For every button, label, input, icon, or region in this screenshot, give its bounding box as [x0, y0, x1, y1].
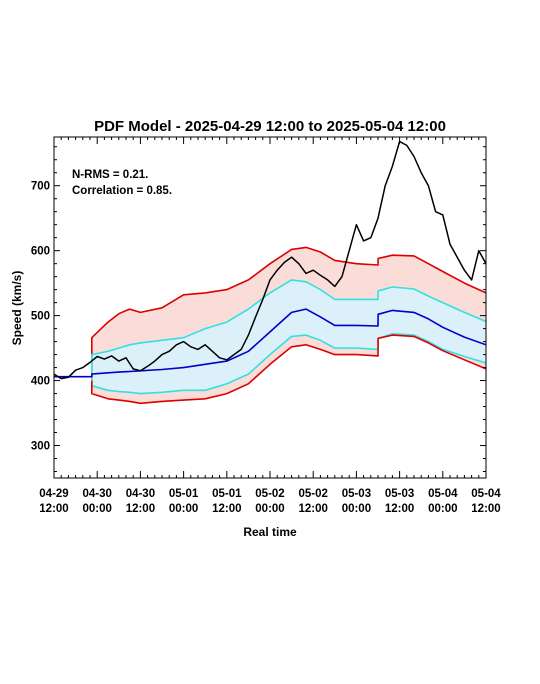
x-tick-label-time: 00:00 — [169, 503, 198, 515]
x-tick-label-time: 00:00 — [428, 503, 457, 515]
observed-line — [54, 140, 486, 380]
y-tick-label: 400 — [31, 376, 50, 388]
x-tick-label-time: 12:00 — [126, 503, 155, 515]
x-tick-label-date: 05-04 — [471, 488, 501, 500]
upper-outer-line — [91, 246, 486, 381]
y-tick-label: 500 — [31, 311, 50, 323]
x-tick-label-time: 12:00 — [385, 503, 414, 515]
x-axis-title: Real time — [243, 525, 297, 539]
lower-inner-line — [91, 333, 486, 395]
x-tick-label-date: 05-01 — [212, 488, 242, 500]
x-tick-label-date: 05-03 — [342, 488, 371, 500]
y-axis-title: Speed (km/s) — [10, 271, 24, 346]
correlation-annotation: Correlation = 0.85. — [72, 185, 172, 197]
x-tick-label-date: 05-04 — [428, 488, 458, 500]
median-line — [54, 308, 486, 378]
y-tick-label: 300 — [31, 441, 50, 453]
x-tick-label-date: 05-01 — [169, 488, 199, 500]
plot-area — [54, 140, 486, 405]
x-tick-label-time: 12:00 — [39, 503, 68, 515]
x-tick-label-time: 12:00 — [298, 503, 327, 515]
x-tick-label-time: 00:00 — [82, 503, 111, 515]
chart-title: PDF Model - 2025-04-29 12:00 to 2025-05-… — [94, 118, 446, 135]
upper-inner-line — [91, 279, 486, 381]
axes: 300 400 500 600 700 04-29 12:00 04-30 00:00 04-30… — [31, 136, 501, 515]
inner-band — [91, 279, 486, 394]
x-tick-label-date: 05-02 — [255, 488, 284, 500]
x-tick-label-time: 12:00 — [471, 503, 500, 515]
x-tick-label-date: 04-29 — [39, 488, 68, 500]
x-tick-label-time: 00:00 — [342, 503, 371, 515]
x-tick-label-date: 04-30 — [126, 488, 155, 500]
x-tick-label-time: 12:00 — [212, 503, 241, 515]
nrms-annotation: N-RMS = 0.21. — [72, 169, 148, 181]
x-tick-label-date: 05-03 — [385, 488, 414, 500]
lower-outer-line — [91, 334, 486, 405]
x-tick-label-date: 04-30 — [82, 488, 111, 500]
x-tick-label-date: 05-02 — [298, 488, 327, 500]
y-tick-label: 700 — [31, 181, 50, 193]
y-tick-label: 600 — [31, 246, 50, 258]
x-tick-label-time: 00:00 — [255, 503, 284, 515]
